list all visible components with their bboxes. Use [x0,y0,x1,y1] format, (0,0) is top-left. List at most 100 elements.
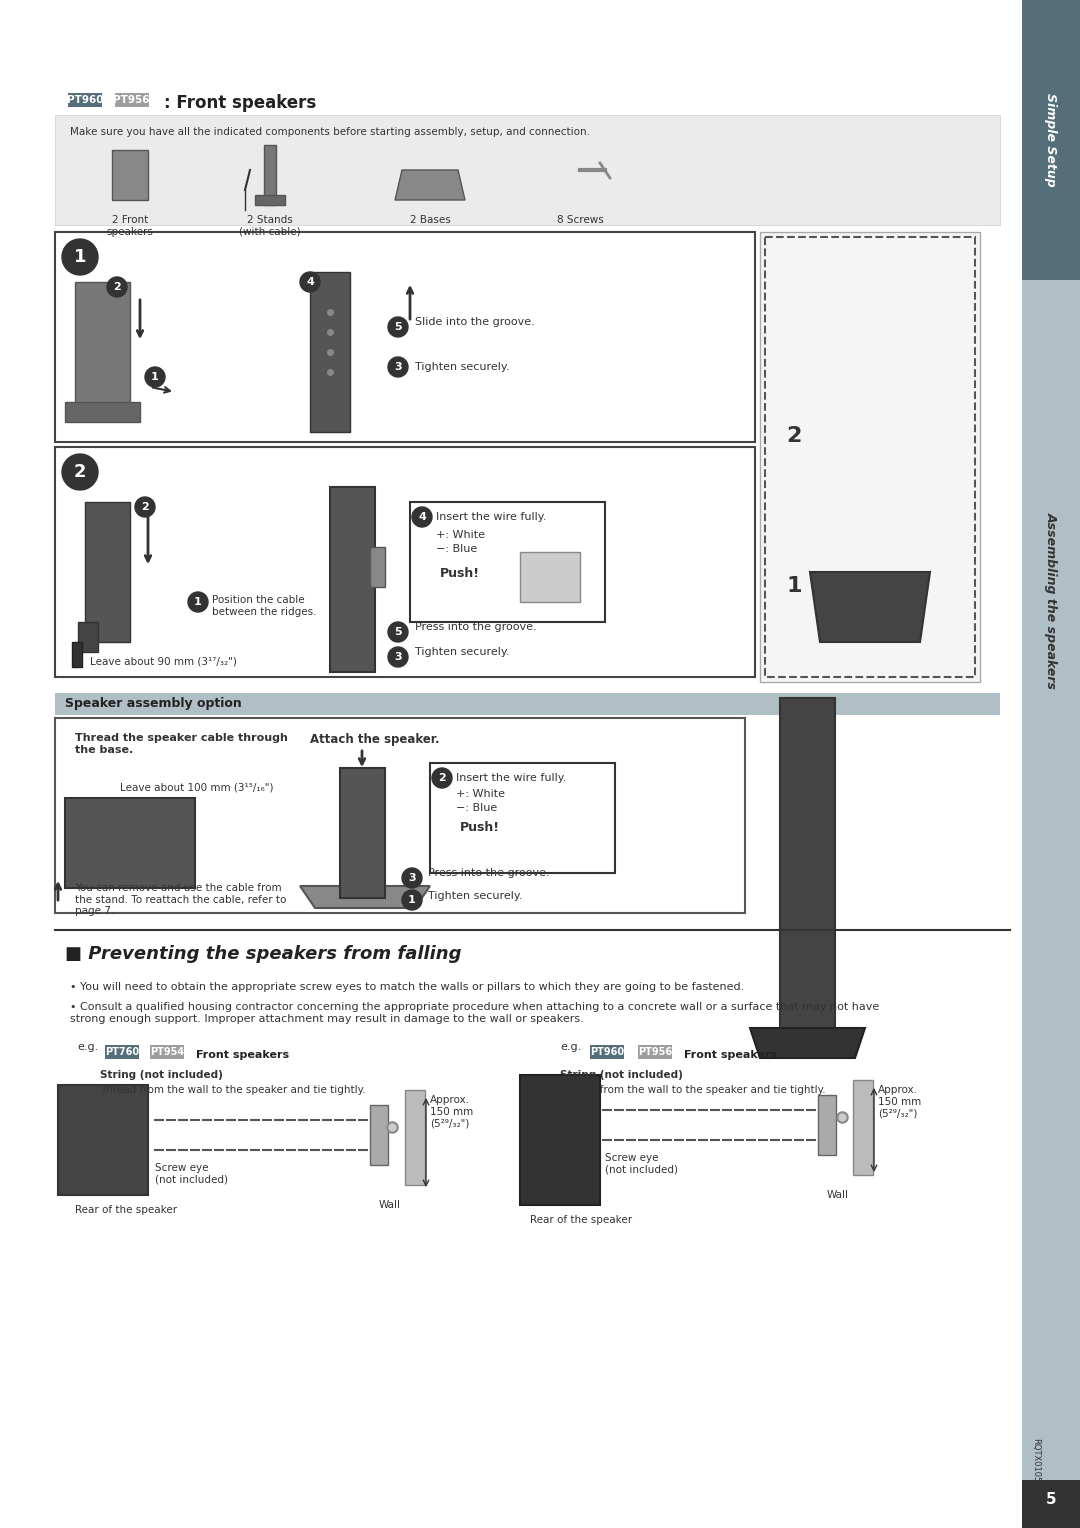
Circle shape [188,591,208,613]
Text: 1: 1 [408,895,416,905]
Text: (not included): (not included) [156,1175,228,1186]
Text: Screw eye: Screw eye [156,1163,208,1174]
Bar [430,762,615,872]
Bar [638,1045,672,1059]
Text: Thread from the wall to the speaker and tie tightly.: Thread from the wall to the speaker and … [100,1085,366,1096]
Text: 2: 2 [438,773,446,782]
Text: +: White: +: White [456,788,505,799]
Text: 2 Front
speakers: 2 Front speakers [107,215,153,237]
Text: 2: 2 [141,503,149,512]
Text: Wall: Wall [827,1190,849,1199]
Bar [590,1045,623,1059]
Text: You can remove and use the cable from
the stand. To reattach the cable, refer to: You can remove and use the cable from th… [75,883,286,917]
Bar [112,150,148,200]
Text: Tighten securely.: Tighten securely. [415,362,510,371]
Bar [330,487,375,672]
Bar [760,232,980,681]
Bar [68,93,102,107]
Bar [55,718,745,914]
Bar [853,1080,873,1175]
Text: Push!: Push! [440,567,480,581]
Bar [775,417,813,455]
Bar [85,503,130,642]
Text: 5: 5 [394,626,402,637]
Bar [1022,0,1080,1528]
Bar [775,567,813,605]
Text: PT760: PT760 [105,1047,139,1057]
Text: : Front speakers: : Front speakers [164,95,316,112]
Text: Position the cable
between the ridges.: Position the cable between the ridges. [212,594,316,617]
Polygon shape [750,1028,865,1057]
Circle shape [388,316,408,338]
Text: Rear of the speaker: Rear of the speaker [75,1206,177,1215]
Text: PT960: PT960 [590,1047,624,1057]
Text: +: White: +: White [436,530,485,539]
Bar [1022,0,1080,280]
Text: Leave about 100 mm (3¹⁵/₁₆"): Leave about 100 mm (3¹⁵/₁₆") [120,782,273,793]
Text: ■ Preventing the speakers from falling: ■ Preventing the speakers from falling [65,944,461,963]
Circle shape [388,646,408,668]
Text: String (not included): String (not included) [100,1070,222,1080]
Text: Simple Setup: Simple Setup [1044,93,1057,186]
Bar [150,1045,184,1059]
Text: 4: 4 [418,512,426,523]
Bar [105,1045,138,1059]
Circle shape [432,769,453,788]
Polygon shape [810,571,930,642]
Circle shape [411,507,432,527]
Text: Press into the groove.: Press into the groove. [415,622,537,633]
Text: 4: 4 [306,277,314,287]
Text: Slide into the groove.: Slide into the groove. [415,316,535,327]
Text: Front speakers: Front speakers [195,1050,289,1060]
Circle shape [107,277,127,296]
Bar [1022,1481,1080,1528]
Text: Tighten securely.: Tighten securely. [428,891,523,902]
Text: Thread the speaker cable through
the base.: Thread the speaker cable through the bas… [75,733,288,755]
Bar [410,503,605,622]
Text: Assembling the speakers: Assembling the speakers [1044,512,1057,689]
Text: Press into the groove.: Press into the groove. [428,868,550,879]
Bar [519,552,580,602]
Text: 2 Stands
(with cable): 2 Stands (with cable) [239,215,301,237]
Text: 2: 2 [73,463,86,481]
Text: 3: 3 [394,362,402,371]
Text: Insert the wire fully.: Insert the wire fully. [436,512,546,523]
Circle shape [145,367,165,387]
Text: 5: 5 [394,322,402,332]
Text: e.g.: e.g. [561,1042,581,1051]
Bar [58,1085,148,1195]
Bar [310,272,350,432]
Circle shape [62,238,98,275]
Bar [519,1076,600,1206]
Text: Rear of the speaker: Rear of the speaker [530,1215,632,1225]
Bar [55,232,755,442]
Bar [75,283,130,413]
Bar [780,698,835,1048]
Text: Tighten securely.: Tighten securely. [415,646,510,657]
Circle shape [402,868,422,888]
Text: PT960: PT960 [67,95,103,105]
Bar [340,769,384,898]
Text: −: Blue: −: Blue [456,804,497,813]
Circle shape [300,272,320,292]
Text: Wall: Wall [379,1199,401,1210]
Circle shape [388,358,408,377]
Bar [818,1096,836,1155]
Text: 2: 2 [786,426,801,446]
Text: PT956: PT956 [113,95,150,105]
Text: (not included): (not included) [605,1164,678,1175]
Text: 2 Bases: 2 Bases [409,215,450,225]
Circle shape [388,622,408,642]
Bar [255,196,285,205]
Bar [55,115,1000,225]
Bar [65,798,195,888]
Text: Insert the wire fully.: Insert the wire fully. [456,773,566,782]
Text: 5: 5 [1045,1493,1056,1508]
Text: Front speakers: Front speakers [684,1050,778,1060]
Text: 8 Screws: 8 Screws [556,215,604,225]
Bar [78,622,98,652]
Text: Speaker assembly option: Speaker assembly option [65,697,242,711]
Bar [264,145,276,205]
Bar [65,402,140,422]
Text: String (not included): String (not included) [561,1070,683,1080]
